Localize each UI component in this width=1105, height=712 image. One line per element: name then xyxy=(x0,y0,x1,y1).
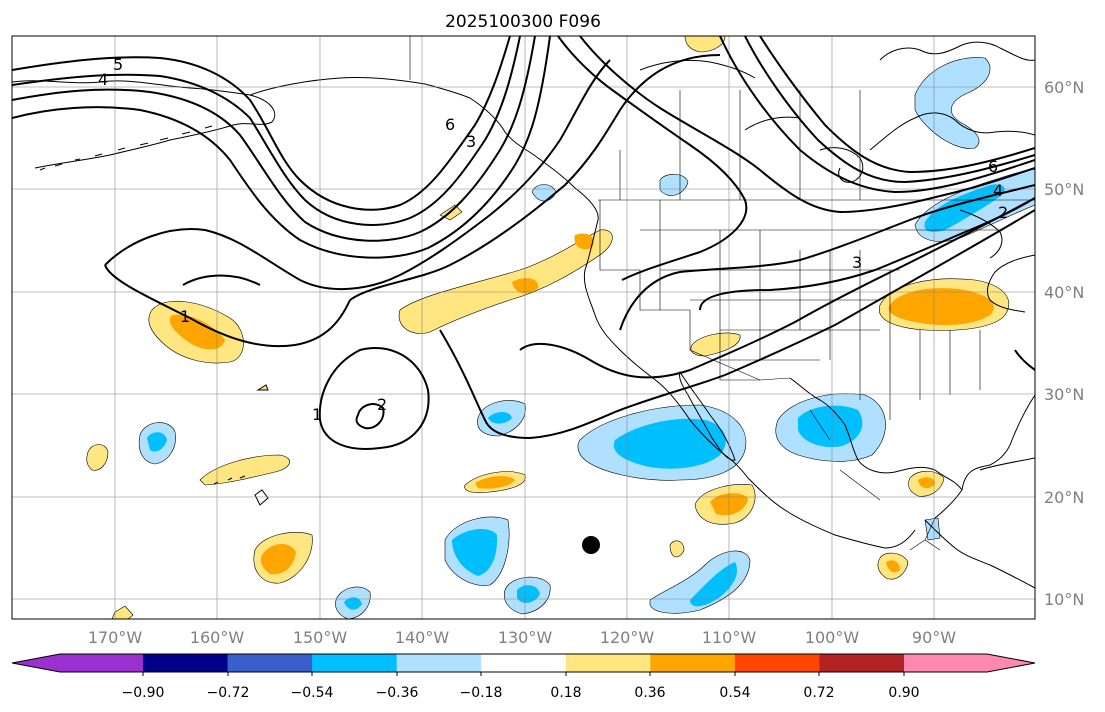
neg-anomaly-core xyxy=(690,562,738,607)
lat-label: 30°N xyxy=(1044,385,1084,404)
map-title: 2025100300 F096 xyxy=(445,12,601,32)
colorbar-tick-label: −0.18 xyxy=(460,685,503,701)
contour-labels: 5 4 6 3 1 2 1 6 4 2 3 xyxy=(98,55,1008,424)
colorbar-outline xyxy=(11,653,1036,673)
neg-anomaly-region xyxy=(659,173,689,196)
neg-anomaly-core xyxy=(613,418,726,469)
pos-anomaly-core xyxy=(475,476,515,489)
neg-anomaly-core xyxy=(344,597,362,610)
lon-label: 130°W xyxy=(498,628,553,647)
colorbar xyxy=(11,653,1036,676)
lat-label: 50°N xyxy=(1044,180,1084,199)
contour-label: 5 xyxy=(113,55,123,74)
pos-anomaly-region xyxy=(199,454,290,486)
lat-label: 60°N xyxy=(1044,78,1084,97)
colorbar-tick-label: 0.72 xyxy=(803,685,834,701)
lon-label: 100°W xyxy=(805,628,860,647)
lat-label: 40°N xyxy=(1044,283,1084,302)
neg-anomaly-core xyxy=(517,585,540,603)
lon-label: 120°W xyxy=(600,628,655,647)
colorbar-segment xyxy=(650,654,736,672)
colorbar-segment xyxy=(143,654,229,672)
lon-label: 110°W xyxy=(702,628,757,647)
pos-anomaly-core xyxy=(260,544,296,575)
neg-anomaly-region xyxy=(924,517,941,541)
pos-anomaly-core xyxy=(169,314,225,350)
contour-label: 1 xyxy=(180,307,190,326)
map-frame xyxy=(11,35,1036,620)
colorbar-tick-label: −0.36 xyxy=(376,685,419,701)
coastlines xyxy=(12,41,1035,589)
contour-label: 1 xyxy=(312,405,322,424)
pos-anomaly-region xyxy=(86,444,109,471)
neg-anomaly-region xyxy=(649,550,751,614)
contour-label: 4 xyxy=(993,181,1003,200)
map-panel: 5 4 6 3 1 2 1 6 4 2 3 xyxy=(12,36,1035,619)
colorbar-extend-max xyxy=(904,654,1035,672)
contour-label: 6 xyxy=(988,157,998,176)
lon-label: 160°W xyxy=(190,628,245,647)
contour-label: 2 xyxy=(998,203,1008,222)
lon-label: 140°W xyxy=(395,628,450,647)
lon-label: 150°W xyxy=(293,628,348,647)
neg-anomaly-core xyxy=(488,412,512,424)
pos-anomaly-region xyxy=(684,36,726,53)
political-borders xyxy=(409,36,1035,551)
pos-anomaly-region xyxy=(669,540,685,558)
pos-anomaly-core xyxy=(918,477,935,489)
pos-anomaly-region xyxy=(690,332,741,357)
colorbar-tick-label: 0.18 xyxy=(550,685,581,701)
location-marker xyxy=(582,536,600,554)
colorbar-segment xyxy=(481,654,567,672)
longitude-labels: 170°W 160°W 150°W 140°W 130°W 120°W 110°… xyxy=(88,628,956,647)
colorbar-tick-label: 0.54 xyxy=(719,685,750,701)
pos-anomaly-core xyxy=(886,560,900,573)
colorbar-tick-label: −0.72 xyxy=(207,685,250,701)
neg-anomaly-core xyxy=(924,184,1005,232)
neg-anomaly-core xyxy=(147,432,167,452)
lat-label: 20°N xyxy=(1044,488,1084,507)
lat-lon-gridlines xyxy=(12,36,1035,619)
colorbar-segment xyxy=(819,654,905,672)
lon-label: 90°W xyxy=(912,628,956,647)
contour-label: 6 xyxy=(445,115,455,134)
pos-anomaly-region xyxy=(111,605,134,619)
contour-label: 3 xyxy=(852,253,862,272)
pos-anomaly-core xyxy=(574,233,594,250)
colorbar-tick-label: −0.90 xyxy=(122,685,165,701)
colorbar-segment xyxy=(396,654,482,672)
contour-label: 4 xyxy=(98,70,108,89)
contour-label: 3 xyxy=(466,132,476,151)
colorbar-tick-label: −0.54 xyxy=(291,685,334,701)
colorbar-segment xyxy=(227,654,313,672)
lon-label: 170°W xyxy=(88,628,143,647)
lat-label: 10°N xyxy=(1044,590,1084,609)
colorbar-labels: −0.90 −0.72 −0.54 −0.36 −0.18 0.18 0.36 … xyxy=(122,685,920,701)
colorbar-tick-label: 0.36 xyxy=(634,685,665,701)
colorbar-tick-label: 0.90 xyxy=(888,685,919,701)
contour-label: 2 xyxy=(377,395,387,414)
neg-anomaly-core xyxy=(452,528,498,576)
latitude-labels: 60°N 50°N 40°N 30°N 20°N 10°N xyxy=(1044,78,1084,609)
pos-anomaly-core xyxy=(888,288,994,326)
colorbar-segment xyxy=(312,654,398,672)
colorbar-segment xyxy=(565,654,651,672)
height-contours xyxy=(12,36,1035,450)
colorbar-extend-min xyxy=(12,654,143,672)
colorbar-segment xyxy=(734,654,820,672)
